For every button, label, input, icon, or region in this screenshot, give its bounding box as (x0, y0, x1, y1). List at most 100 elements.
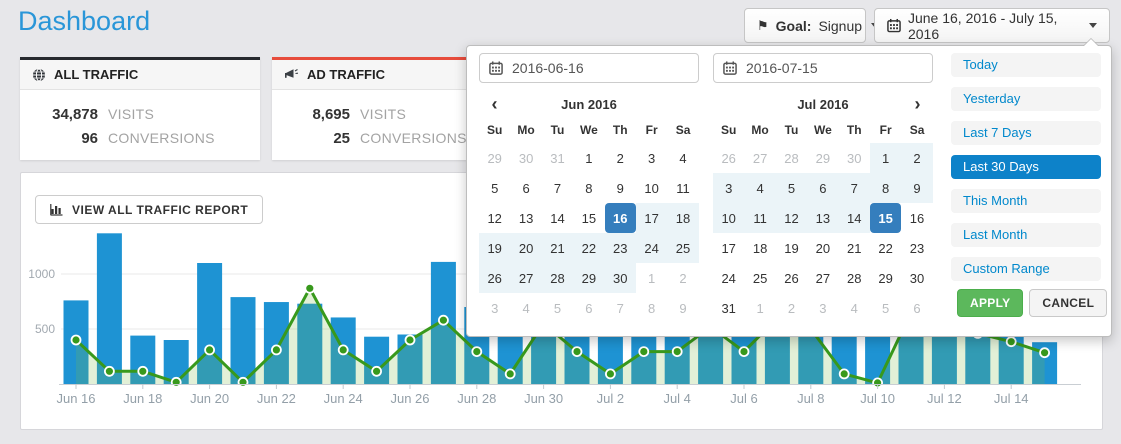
day-cell-3[interactable]: 3 (648, 150, 656, 166)
range-item-yesterday[interactable]: Yesterday (951, 87, 1101, 111)
day-cell-11[interactable]: 11 (676, 180, 690, 196)
day-cell-28[interactable]: 28 (847, 270, 862, 286)
day-cell-4[interactable]: 4 (522, 300, 530, 316)
range-item-last-7-days[interactable]: Last 7 Days (951, 121, 1101, 145)
day-cell-26[interactable]: 26 (479, 263, 511, 293)
day-cell-17[interactable]: 17 (721, 240, 736, 256)
range-item-today[interactable]: Today (951, 53, 1101, 77)
day-cell-30[interactable]: 30 (847, 150, 862, 166)
day-cell-30[interactable]: 30 (909, 270, 925, 286)
day-cell-24[interactable]: 24 (635, 233, 668, 263)
day-cell-9[interactable]: 9 (616, 180, 624, 196)
day-cell-12[interactable]: 12 (487, 210, 502, 226)
day-cell-27[interactable]: 27 (815, 270, 831, 286)
day-cell-5[interactable]: 5 (553, 300, 562, 316)
next-month-button[interactable]: › (914, 94, 921, 114)
day-cell-31[interactable]: 31 (550, 150, 565, 166)
day-cell-12[interactable]: 12 (775, 203, 808, 233)
day-cell-3[interactable]: 3 (819, 300, 827, 316)
day-cell-20[interactable]: 20 (510, 233, 542, 263)
day-cell-16[interactable]: 16 (909, 210, 925, 226)
day-cell-19[interactable]: 19 (784, 240, 799, 256)
day-cell-2[interactable]: 2 (787, 300, 796, 316)
day-cell-8[interactable]: 8 (648, 300, 656, 316)
day-cell-3[interactable]: 3 (713, 173, 745, 203)
day-cell-15[interactable]: 15 (581, 210, 597, 226)
day-cell-9[interactable]: 9 (901, 173, 933, 203)
day-cell-21[interactable]: 21 (541, 233, 574, 263)
day-cell-7[interactable]: 7 (616, 300, 624, 316)
range-item-this-month[interactable]: This Month (951, 189, 1101, 213)
day-cell-6[interactable]: 6 (585, 300, 593, 316)
day-cell-30[interactable]: 30 (604, 263, 636, 293)
day-cell-28[interactable]: 28 (784, 150, 799, 166)
apply-button[interactable]: APPLY (957, 289, 1024, 317)
day-cell-23[interactable]: 23 (909, 240, 925, 256)
view-all-traffic-report-button[interactable]: VIEW ALL TRAFFIC REPORT (35, 195, 264, 224)
day-cell-4[interactable]: 4 (679, 150, 687, 166)
cancel-button[interactable]: CANCEL (1029, 289, 1108, 317)
day-cell-1[interactable]: 1 (756, 300, 764, 316)
day-cell-18[interactable]: 18 (752, 240, 768, 256)
day-cell-22[interactable]: 22 (878, 240, 893, 256)
day-cell-5[interactable]: 5 (491, 180, 499, 196)
day-cell-29[interactable]: 29 (487, 150, 502, 166)
prev-month-button[interactable]: ‹ (491, 94, 498, 114)
range-item-last-month[interactable]: Last Month (951, 223, 1101, 247)
day-cell-5[interactable]: 5 (775, 173, 808, 203)
day-cell-22[interactable]: 22 (573, 233, 605, 263)
day-cell-29[interactable]: 29 (878, 270, 893, 286)
day-cell-20[interactable]: 20 (815, 240, 831, 256)
day-cell-6[interactable]: 6 (807, 173, 839, 203)
day-cell-23[interactable]: 23 (604, 233, 636, 263)
day-cell-29[interactable]: 29 (573, 263, 605, 293)
day-cell-21[interactable]: 21 (847, 240, 862, 256)
day-cell-1[interactable]: 1 (869, 143, 902, 173)
day-cell-29[interactable]: 29 (815, 150, 831, 166)
day-cell-3[interactable]: 3 (491, 300, 499, 316)
day-cell-27[interactable]: 27 (752, 150, 768, 166)
day-cell-1[interactable]: 1 (648, 270, 656, 286)
day-cell-18[interactable]: 18 (667, 203, 699, 233)
day-cell-10[interactable]: 10 (713, 203, 745, 233)
day-cell-30[interactable]: 30 (518, 150, 534, 166)
day-cell-17[interactable]: 17 (635, 203, 668, 233)
day-cell-8[interactable]: 8 (869, 173, 902, 203)
start-date-input[interactable]: 2016-06-16 (479, 53, 699, 83)
range-item-custom-range[interactable]: Custom Range (951, 257, 1101, 281)
day-cell-31[interactable]: 31 (721, 300, 736, 316)
day-cell-25[interactable]: 25 (752, 270, 768, 286)
goal-dropdown-button[interactable]: ⚑ Goal: Signup (744, 8, 880, 43)
day-cell-6[interactable]: 6 (913, 300, 921, 316)
day-cell-6[interactable]: 6 (522, 180, 530, 196)
day-cell-7[interactable]: 7 (838, 173, 870, 203)
day-cell-14[interactable]: 14 (838, 203, 870, 233)
day-cell-2[interactable]: 2 (616, 150, 624, 166)
day-cell-26[interactable]: 26 (784, 270, 799, 286)
day-cell-19[interactable]: 19 (479, 233, 511, 263)
day-cell-10[interactable]: 10 (644, 180, 659, 196)
day-cell-27[interactable]: 27 (510, 263, 542, 293)
range-item-last-30-days[interactable]: Last 30 Days (951, 155, 1101, 179)
day-cell-13[interactable]: 13 (807, 203, 839, 233)
day-cell-13[interactable]: 13 (518, 210, 534, 226)
day-cell-5[interactable]: 5 (882, 300, 890, 316)
day-cell-28[interactable]: 28 (541, 263, 574, 293)
date-range-button[interactable]: June 16, 2016 - July 15, 2016 (874, 8, 1110, 43)
day-cell-26[interactable]: 26 (721, 150, 736, 166)
day-cell-14[interactable]: 14 (550, 210, 565, 226)
day-cell-25[interactable]: 25 (667, 233, 699, 263)
day-cell-4[interactable]: 4 (744, 173, 776, 203)
day-cell-2[interactable]: 2 (679, 270, 687, 286)
end-date-input[interactable]: 2016-07-15 (713, 53, 933, 83)
day-cell-16[interactable]: 16 (604, 203, 636, 233)
day-cell-4[interactable]: 4 (850, 300, 858, 316)
day-cell-8[interactable]: 8 (585, 180, 593, 196)
day-cell-11[interactable]: 11 (744, 203, 776, 233)
day-cell-24[interactable]: 24 (721, 270, 736, 286)
day-cell-2[interactable]: 2 (901, 143, 933, 173)
day-cell-7[interactable]: 7 (553, 180, 562, 196)
day-cell-15[interactable]: 15 (869, 203, 902, 233)
day-cell-1[interactable]: 1 (585, 150, 593, 166)
day-cell-9[interactable]: 9 (679, 300, 687, 316)
